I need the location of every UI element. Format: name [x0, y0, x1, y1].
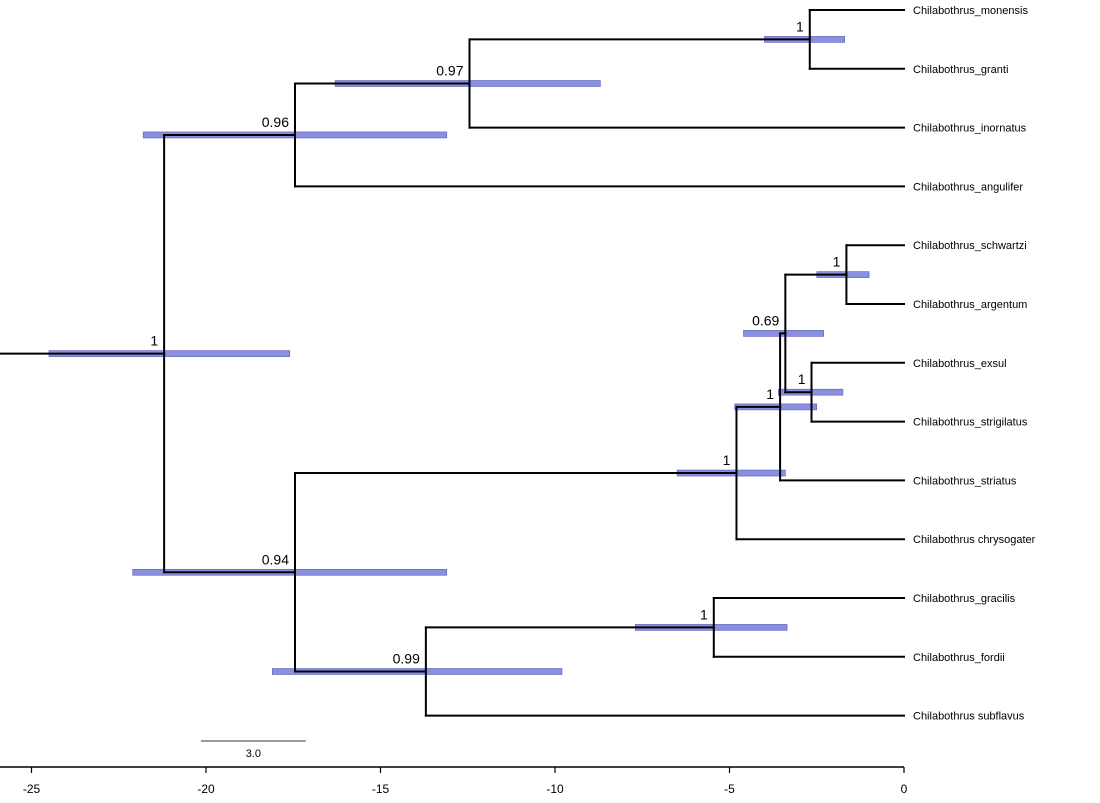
axis-tick-label: -15 — [372, 782, 390, 796]
support-label-n_c2: 0.69 — [752, 312, 779, 328]
tip-label: Chilabothrus_granti — [913, 64, 1008, 76]
support-label-n_a1: 0.97 — [436, 63, 463, 79]
tip-label: Chilabothrus_striatus — [913, 475, 1017, 487]
hpd-bars — [48, 36, 870, 675]
axis-tick-label: -10 — [546, 782, 564, 796]
tip-label: Chilabothrus_monensis — [913, 5, 1028, 17]
tip-label: Chilabothrus chrysogater — [913, 534, 1036, 546]
tip-label: Chilabothrus_fordii — [913, 652, 1005, 664]
scale-bar: 3.0 — [201, 740, 306, 760]
support-label-n_d1: 1 — [700, 606, 708, 622]
support-label-root: 1 — [150, 333, 158, 349]
branches — [0, 9, 905, 717]
support-label-n_c4: 1 — [798, 371, 806, 387]
scale-bar-label: 3.0 — [246, 748, 261, 760]
support-label-n_a: 0.96 — [262, 114, 289, 130]
support-labels: 1 0.96 0.97 1 0.94 1 1 0.69 1 1 0.99 1 — [150, 18, 840, 666]
support-label-n_c3: 1 — [833, 254, 841, 270]
axis-tick-label: -5 — [724, 782, 735, 796]
support-label-n_c: 1 — [723, 452, 731, 468]
axis-tick-label: 0 — [901, 782, 908, 796]
axis-tick-label: -25 — [23, 782, 41, 796]
support-label-n_c1: 1 — [766, 386, 774, 402]
tip-label: Chilabothrus_angulifer — [913, 181, 1023, 193]
axis-tick-label: -20 — [197, 782, 215, 796]
tip-label: Chilabothrus_inornatus — [913, 123, 1027, 135]
support-label-n_d: 0.99 — [393, 651, 420, 667]
tip-labels: Chilabothrus_monensis Chilabothrus_granti… — [913, 5, 1036, 723]
time-axis: -25 -20 -15 -10 -5 0 — [0, 766, 908, 796]
tip-label: Chilabothrus subflavus — [913, 711, 1025, 723]
tip-label: Chilabothrus_gracilis — [913, 593, 1016, 605]
tip-label: Chilabothrus_exsul — [913, 358, 1007, 370]
tip-label: Chilabothrus_argentum — [913, 299, 1027, 311]
tip-label: Chilabothrus_schwartzi — [913, 240, 1027, 252]
support-label-n_a2: 1 — [796, 18, 804, 34]
support-label-n_b: 0.94 — [262, 551, 289, 567]
tip-label: Chilabothrus_strigilatus — [913, 417, 1028, 429]
